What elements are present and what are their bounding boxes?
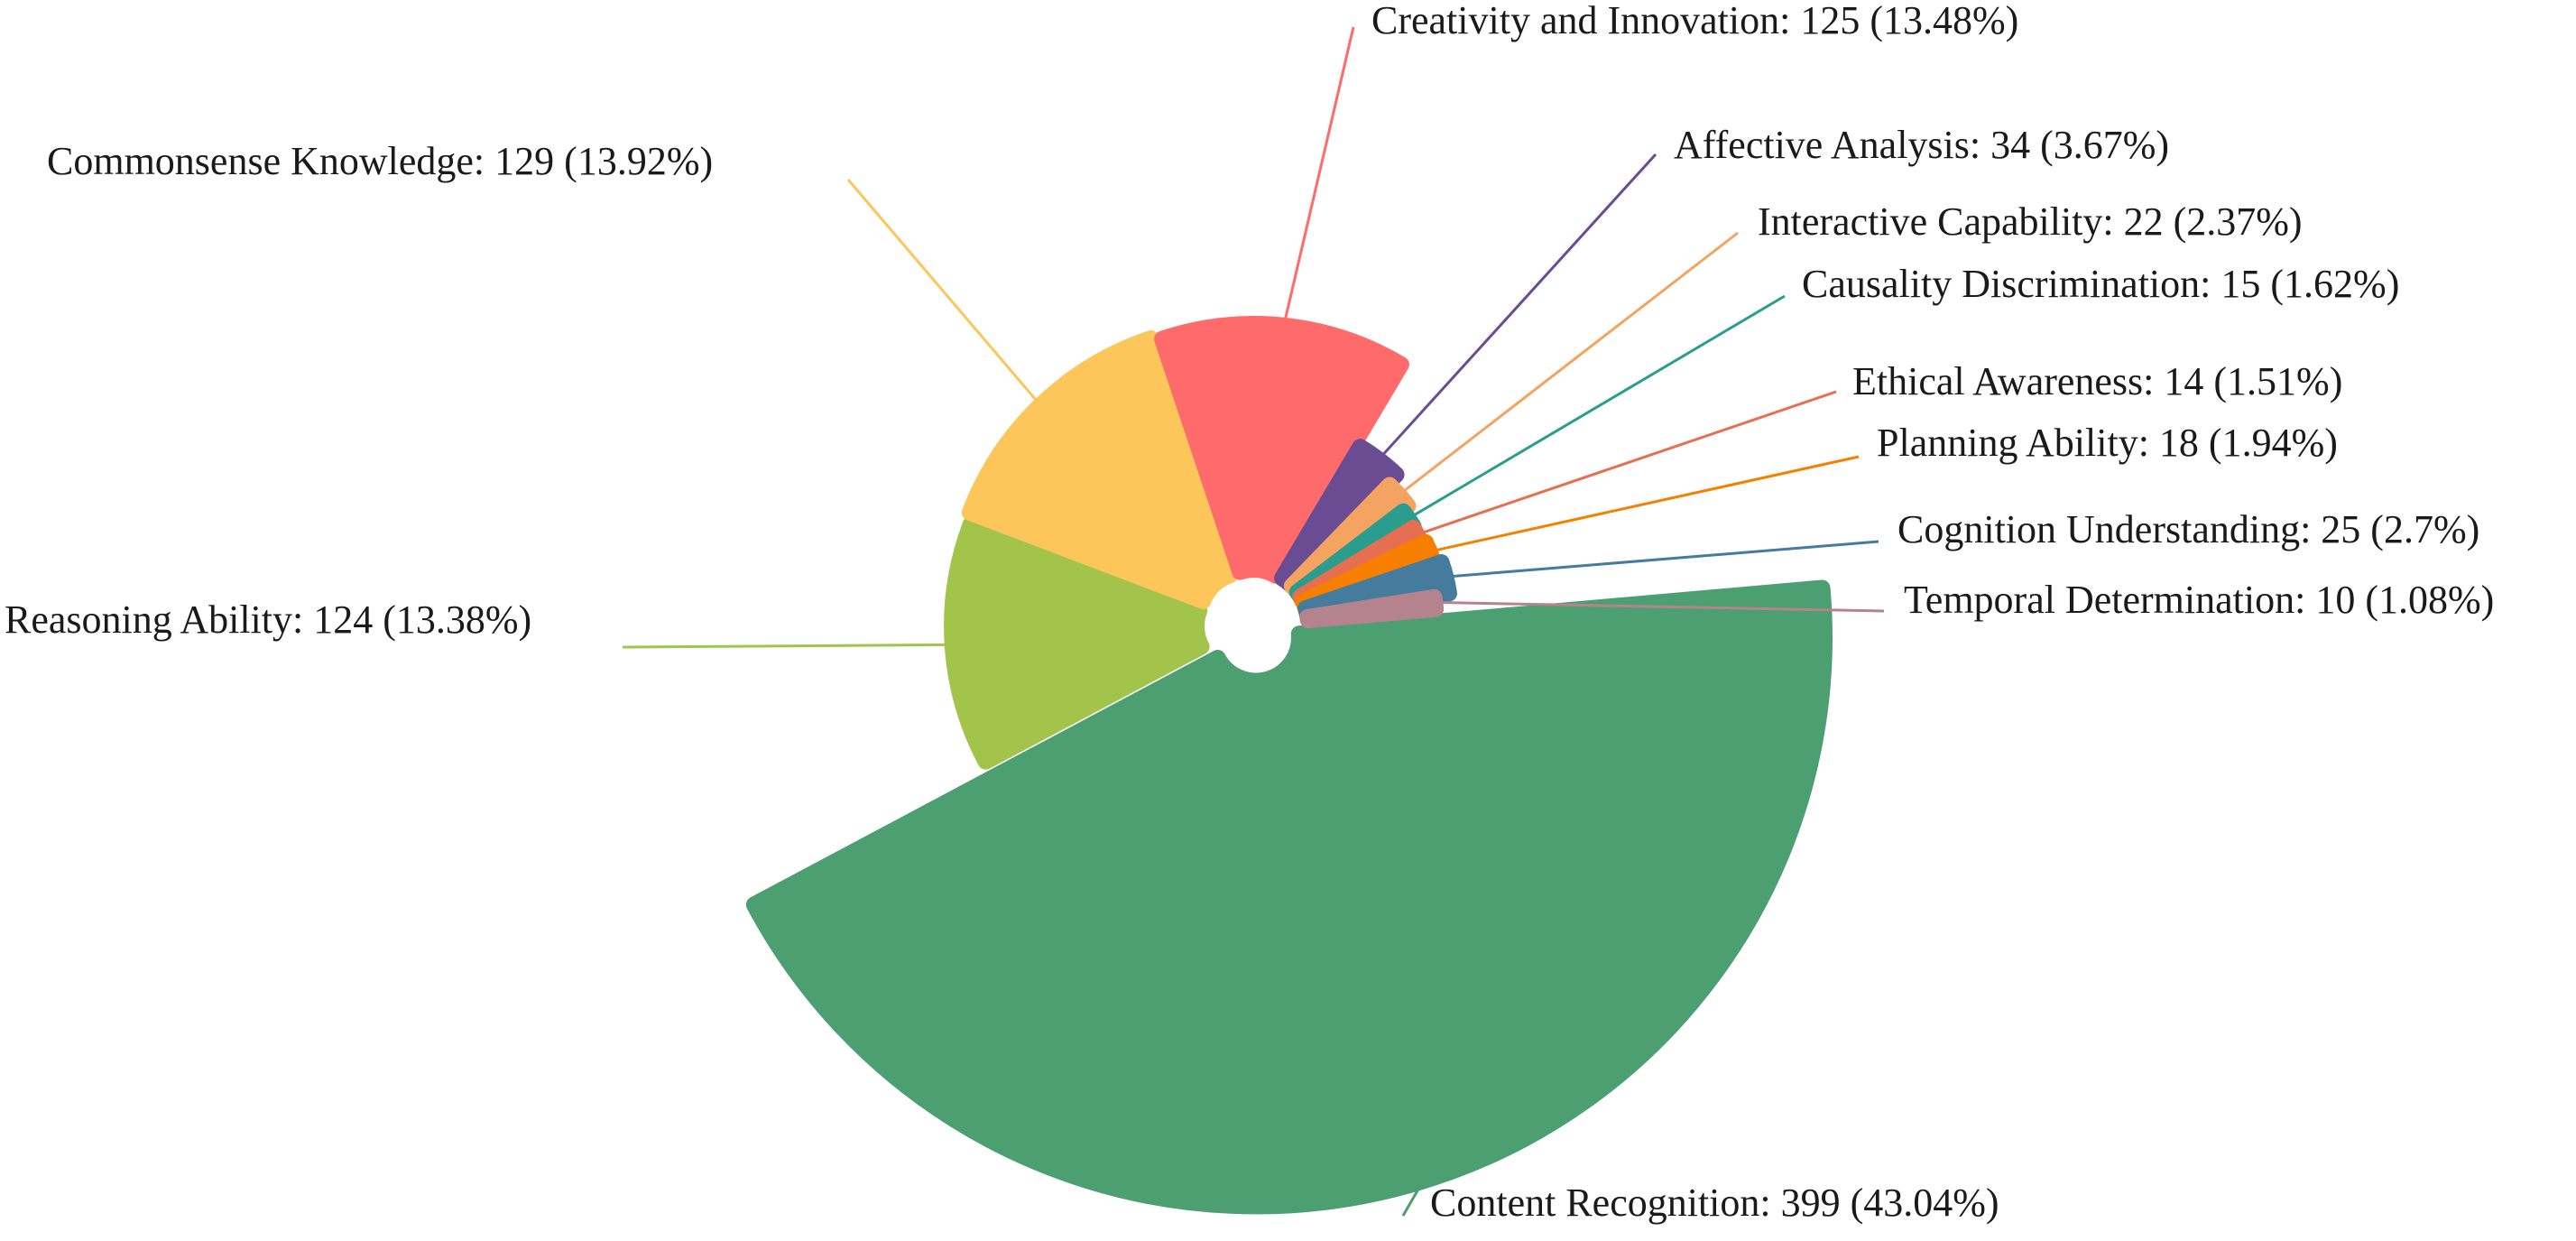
pie-slice-affective-analysis bbox=[1274, 439, 1405, 593]
label-causality-discrimination: Causality Discrimination: 15 (1.62%) bbox=[1802, 262, 2399, 306]
leader-line-planning-ability bbox=[1435, 455, 1860, 552]
pie-slice-content-recognition bbox=[745, 579, 1833, 1215]
label-affective-analysis: Affective Analysis: 34 (3.67%) bbox=[1674, 123, 2169, 167]
label-temporal-determination: Temporal Determination: 10 (1.08%) bbox=[1904, 578, 2494, 622]
leader-line-temporal-determination bbox=[1440, 601, 1885, 613]
leader-line-affective-analysis bbox=[1380, 153, 1657, 457]
label-creativity-and-innovation: Creativity and Innovation: 125 (13.48%) bbox=[1371, 0, 2018, 42]
leader-line-ethical-awareness bbox=[1421, 390, 1837, 534]
leader-line-creativity-and-innovation bbox=[1283, 26, 1355, 321]
slice-labels: Content Recognition: 399 (43.04%) Reason… bbox=[5, 0, 2494, 1225]
leader-line-interactive-capability bbox=[1402, 231, 1739, 493]
pie-slices bbox=[745, 316, 1833, 1215]
label-commonsense-knowledge: Commonsense Knowledge: 129 (13.92%) bbox=[47, 139, 713, 183]
pie-slice-commonsense-knowledge bbox=[961, 330, 1239, 609]
leader-line-cognition-understanding bbox=[1451, 540, 1879, 579]
label-planning-ability: Planning Ability: 18 (1.94%) bbox=[1877, 421, 2338, 465]
pie-slice-temporal-determination bbox=[1299, 588, 1445, 629]
leader-line-reasoning-ability bbox=[622, 643, 947, 649]
label-ethical-awareness: Ethical Awareness: 14 (1.51%) bbox=[1852, 359, 2342, 403]
label-content-recognition: Content Recognition: 399 (43.04%) bbox=[1430, 1181, 1999, 1225]
leader-line-causality-discrimination bbox=[1412, 294, 1786, 517]
leader-line-commonsense-knowledge bbox=[846, 179, 1039, 403]
leader-line-content-recognition bbox=[1401, 1187, 1420, 1217]
leader-lines bbox=[622, 26, 1885, 1217]
label-reasoning-ability: Reasoning Ability: 124 (13.38%) bbox=[5, 597, 531, 642]
pie-slice-creativity-and-innovation bbox=[1154, 316, 1409, 584]
pie-slice-reasoning-ability bbox=[944, 515, 1210, 770]
label-cognition-understanding: Cognition Understanding: 25 (2.7%) bbox=[1897, 507, 2479, 551]
label-interactive-capability: Interactive Capability: 22 (2.37%) bbox=[1758, 199, 2303, 244]
